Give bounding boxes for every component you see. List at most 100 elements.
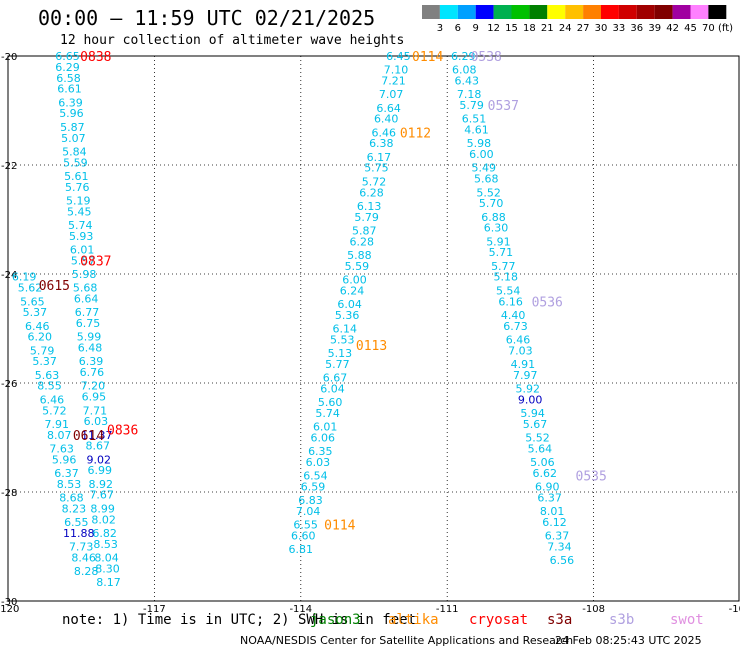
wave-height-point-s3a: 8.55	[37, 380, 62, 393]
colorbar-swatch	[475, 5, 494, 19]
wave-height-point-altika: 6.54	[303, 470, 328, 483]
wave-height-point-cryosat: 6.64	[74, 293, 99, 306]
wave-height-point-altika: 7.07	[379, 88, 404, 101]
wave-height-point-s3b: 5.91	[486, 235, 511, 248]
wave-height-point-cryosat: 6.39	[58, 96, 83, 109]
wave-height-point-s3b: 6.51	[462, 113, 487, 126]
wave-height-point-cryosat: 6.58	[56, 72, 81, 85]
wave-height-point-altika: 7.10	[384, 64, 409, 77]
wave-height-point-s3a: 6.55	[64, 516, 89, 529]
wave-height-point-s3b: 5.77	[491, 260, 516, 273]
wave-height-point-cryosat: 5.84	[62, 145, 87, 158]
wave-height-point-s3b: 5.94	[520, 407, 545, 420]
wave-height-point-altika: 6.81	[289, 543, 314, 556]
wave-height-point-s3b: 6.56	[550, 554, 575, 567]
colorbar-swatch	[565, 5, 584, 19]
pass-time-label: 0114	[412, 50, 443, 65]
colorbar-swatch	[601, 5, 619, 19]
wave-height-point-cryosat: 6.99	[87, 464, 112, 477]
wave-height-point-s3a: 6.20	[27, 331, 52, 344]
wave-height-point-cryosat: 6.77	[75, 306, 100, 319]
wave-height-point-s3b: 6.37	[545, 530, 570, 543]
wave-height-point-s3b: 6.29	[451, 50, 476, 63]
wave-height-point-s3a: 8.28	[74, 565, 99, 578]
colorbar-tick-label: 6	[455, 23, 461, 34]
colorbar-tick-label: 12	[487, 23, 500, 34]
wave-height-point-altika: 6.00	[342, 273, 367, 286]
wave-height-point-cryosat: 8.17	[96, 576, 121, 589]
wave-height-point-s3b: 5.18	[494, 271, 519, 284]
pass-time-label: 0113	[356, 339, 387, 354]
wave-height-point-cryosat: 5.93	[69, 230, 94, 243]
wave-height-point-altika: 5.74	[315, 407, 340, 420]
wave-height-point-cryosat: 6.65	[55, 50, 80, 63]
wave-height-point-cryosat: 6.82	[92, 527, 117, 540]
wave-height-point-s3b: 6.88	[481, 211, 506, 224]
x-tick-label: -105	[729, 604, 740, 615]
colorbar-tick-label: 27	[577, 23, 590, 34]
page-subtitle: 12 hour collection of altimeter wave hei…	[60, 33, 405, 48]
colorbar-swatch	[654, 5, 673, 19]
wave-height-point-cryosat: 7.67	[89, 489, 114, 502]
pass-time-label: 0114	[324, 519, 355, 534]
wave-height-point-s3a: 5.63	[35, 369, 60, 382]
colorbar-swatch	[547, 5, 566, 19]
wave-height-point-altika: 6.46	[372, 126, 397, 139]
wave-height-point-s3b: 5.06	[530, 456, 555, 469]
wave-height-point-s3b: 6.46	[506, 333, 531, 346]
wave-height-point-altika: 6.06	[311, 432, 336, 445]
wave-height-point-cryosat: 6.03	[84, 415, 109, 428]
wave-height-point-s3b: 4.40	[501, 309, 526, 322]
wave-height-point-cryosat: 8.04	[94, 551, 119, 564]
wave-height-point-cryosat: 7.20	[81, 380, 106, 393]
wave-height-point-altika: 6.67	[323, 372, 348, 385]
wave-height-point-cryosat: 8.99	[90, 502, 115, 515]
colorbar-unit: (ft)	[718, 23, 733, 34]
wave-height-point-s3b: 5.70	[479, 197, 504, 210]
wave-height-point-cryosat: 5.07	[61, 132, 86, 145]
colorbar-swatch	[672, 5, 691, 19]
wave-height-point-s3b: 8.01	[540, 505, 565, 518]
wave-height-point-altika: 6.04	[337, 298, 362, 311]
wave-height-point-cryosat: 5.74	[68, 219, 93, 232]
wave-height-point-cryosat: 6.95	[82, 391, 107, 404]
colorbar-tick-label: 30	[595, 23, 608, 34]
legend-swot: swot	[670, 612, 704, 628]
wave-height-point-altika: 5.53	[330, 333, 355, 346]
wave-height-point-altika: 6.28	[350, 235, 375, 248]
wave-height-point-cryosat: 7.71	[83, 404, 108, 417]
colorbar-tick-label: 15	[505, 23, 518, 34]
wave-height-point-altika: 6.28	[359, 186, 384, 199]
wave-height-point-altika: 5.75	[364, 162, 389, 175]
wave-height-point-altika: 7.21	[381, 75, 406, 88]
wave-height-point-altika: 6.40	[374, 113, 399, 126]
wave-height-point-cryosat: 6.01	[70, 243, 95, 256]
wave-height-point-cryosat: 6.61	[57, 83, 82, 96]
colorbar-legend: 3 6 9 12 15 18 21 24 27 30 33 36 39 42 45 70 (ft)	[422, 5, 733, 34]
colorbar-tick-label: 3	[437, 23, 443, 34]
wave-height-point-s3a: 11.88	[63, 527, 95, 540]
colorbar-swatch	[618, 5, 637, 19]
colorbar-tick-label: 45	[684, 23, 697, 34]
wave-height-point-altika: 6.83	[298, 494, 323, 507]
colorbar-tick-label: 39	[648, 23, 661, 34]
wave-height-point-cryosat: 5.76	[65, 181, 90, 194]
pass-time-label: 0536	[532, 295, 563, 310]
x-tick-label: -114	[289, 604, 312, 615]
wave-height-point-s3b: 5.79	[459, 99, 484, 112]
wave-height-point-s3b: 6.62	[533, 467, 558, 480]
x-tick-label: -117	[143, 604, 166, 615]
pass-time-label: 0537	[488, 99, 519, 114]
colorbar-swatch	[457, 5, 476, 19]
wave-height-point-altika: 5.77	[325, 358, 350, 371]
colorbar-tick-label: 9	[473, 23, 479, 34]
wave-height-point-s3a: 7.73	[69, 541, 94, 554]
wave-height-point-s3a: 6.46	[25, 320, 50, 333]
wave-height-point-s3a: 6.37	[54, 467, 79, 480]
wave-height-point-s3a: 5.37	[23, 306, 48, 319]
wave-height-point-altika: 6.59	[301, 481, 326, 494]
y-tick-label: -20	[1, 52, 17, 63]
wave-height-point-cryosat: 5.68	[73, 282, 98, 295]
wave-height-point-altika: 6.55	[293, 519, 318, 532]
wave-height-point-cryosat: 8.02	[91, 513, 116, 526]
